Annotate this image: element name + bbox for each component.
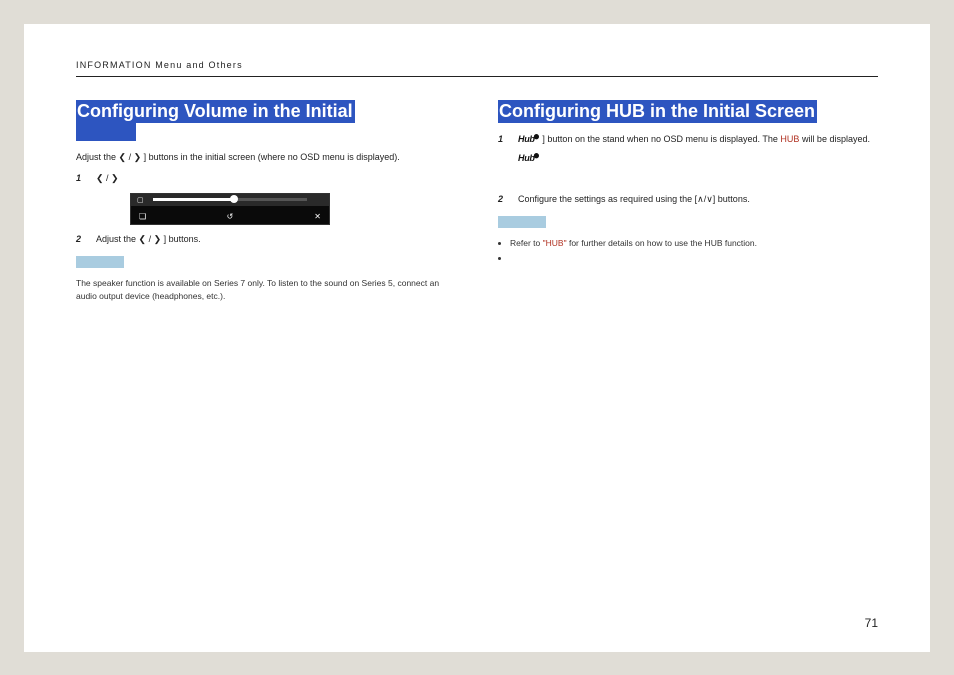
left-title-continuation — [76, 123, 136, 141]
hub-button-icon: Hub — [518, 152, 540, 165]
step-content: Adjust the ❮ / ❯ ] buttons. — [96, 233, 456, 246]
step-number: 2 — [498, 193, 508, 206]
right-step-1: 1 Hub ] button on the stand when no OSD … — [498, 133, 878, 165]
left-column: Configuring Volume in the Initial Adjust… — [76, 99, 456, 303]
manual-page: INFORMATION Menu and Others Configuring … — [24, 24, 930, 652]
step-content: ❮ / ❯ — [96, 172, 456, 185]
volume-fill — [153, 198, 233, 201]
step-content: Configure the settings as required using… — [518, 193, 878, 206]
return-icon: ↺ — [227, 213, 234, 221]
intro-prefix: Adjust the — [76, 152, 119, 162]
left-note-text: The speaker function is available on Ser… — [76, 277, 456, 303]
right-column: Configuring HUB in the Initial Screen 1 … — [498, 99, 878, 303]
hub-button-icon: Hub — [518, 133, 540, 146]
step2-prefix: Configure the settings as required using… — [518, 194, 697, 204]
list-item — [510, 252, 878, 265]
step-number: 1 — [498, 133, 508, 165]
note-badge — [498, 216, 546, 228]
step2-suffix: ] buttons. — [164, 234, 201, 244]
intro-suffix: ] buttons in the initial screen (where n… — [144, 152, 400, 162]
close-icon: ✕ — [314, 213, 321, 221]
step-content: Hub ] button on the stand when no OSD me… — [518, 133, 878, 165]
left-title-block: Configuring Volume in the Initial — [76, 99, 456, 141]
bullet1-suffix: for further details on how to use the HU… — [567, 238, 757, 248]
left-step-1: 1 ❮ / ❯ — [76, 172, 456, 185]
step-number: 2 — [76, 233, 86, 246]
two-column-layout: Configuring Volume in the Initial Adjust… — [76, 99, 878, 303]
step2-suffix: ] buttons. — [713, 194, 750, 204]
bullet1-prefix: Refer to — [510, 238, 543, 248]
page-number: 71 — [865, 616, 878, 630]
hub-link[interactable]: "HUB" — [543, 238, 567, 248]
left-right-arrow-icon: ❮ / ❯ — [96, 173, 119, 183]
chapter-header: INFORMATION Menu and Others — [76, 60, 878, 77]
list-item: Refer to "HUB" for further details on ho… — [510, 237, 878, 250]
step-number: 1 — [76, 172, 86, 185]
right-section-title: Configuring HUB in the Initial Screen — [498, 100, 817, 123]
mute-icon: ❏ — [139, 213, 146, 221]
step1-end: will be displayed. — [802, 134, 870, 144]
right-title-block: Configuring HUB in the Initial Screen — [498, 99, 878, 123]
step1-mid: ] button on the stand when no OSD menu i… — [542, 134, 780, 144]
up-down-arrow-icon: ∧/∨ — [697, 194, 713, 204]
left-right-arrow-icon: ❮ / ❯ — [119, 152, 142, 162]
note-badge — [76, 256, 124, 268]
volume-osd-widget: ▢ ❏ ↺ ✕ — [130, 193, 330, 225]
step2-prefix: Adjust the — [96, 234, 139, 244]
left-step-2: 2 Adjust the ❮ / ❯ ] buttons. — [76, 233, 456, 246]
widget-square-icon: ▢ — [137, 196, 144, 204]
left-right-arrow-icon: ❮ / ❯ — [139, 234, 162, 244]
left-section-title: Configuring Volume in the Initial — [76, 100, 355, 123]
left-intro: Adjust the ❮ / ❯ ] buttons in the initia… — [76, 151, 456, 164]
right-note-list: Refer to "HUB" for further details on ho… — [498, 237, 878, 265]
right-step-2: 2 Configure the settings as required usi… — [498, 193, 878, 206]
hub-keyword: HUB — [780, 134, 799, 144]
